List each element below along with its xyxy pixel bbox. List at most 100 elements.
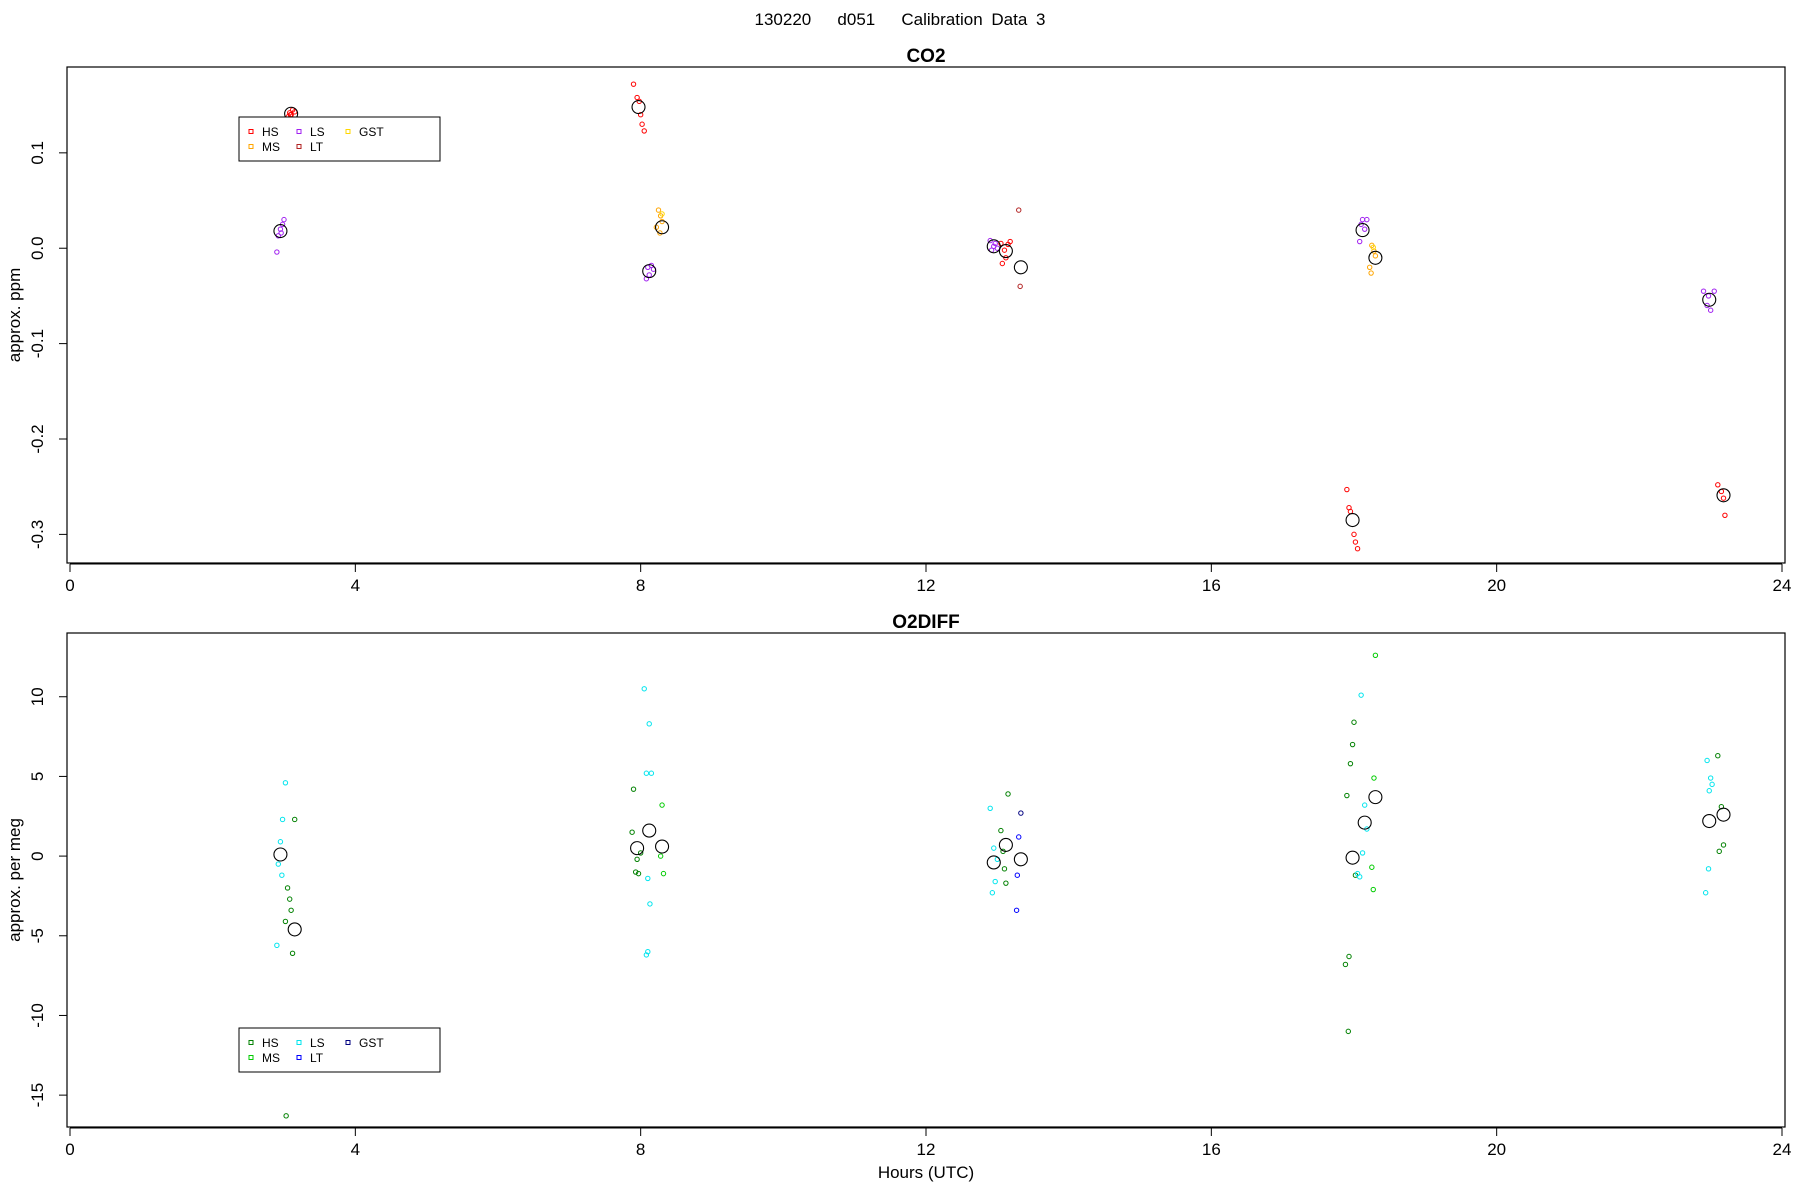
o2diff-point-ls: [1707, 775, 1714, 781]
o2diff-point-ls: [1706, 788, 1712, 794]
o2diff-mean-marker: [1702, 813, 1717, 829]
co2-legend-label-ms: MS: [262, 140, 280, 154]
co2-mean-marker: [986, 239, 1001, 254]
o2diff-point-ls: [643, 770, 650, 776]
co2-mean-marker: [1702, 292, 1717, 307]
o2diff-point-hs: [1349, 741, 1356, 748]
co2-point-hs: [1352, 539, 1359, 545]
o2diff-legend-swatch-gst: [345, 1040, 351, 1045]
o2diff-point-hs: [1347, 760, 1354, 767]
o2diff-point-ls: [279, 816, 286, 823]
o2diff-point-ls: [1362, 802, 1368, 808]
o2diff-point-hs: [1001, 866, 1008, 872]
o2diff-x-tick-label: 24: [1773, 1140, 1792, 1159]
co2-point-ms: [653, 224, 660, 230]
o2diff-point-hs: [1720, 842, 1727, 848]
o2diff-point-hs: [1005, 791, 1011, 797]
o2diff-x-tick-label: 8: [636, 1140, 645, 1159]
co2-legend-swatch-lt: [296, 144, 302, 149]
co2-y-axis-label: approx. ppm: [5, 268, 24, 363]
o2diff-panel-title: O2DIFF: [892, 612, 960, 633]
co2-y-tick-label: -0.1: [28, 329, 47, 358]
co2-mean-marker: [631, 100, 646, 115]
o2diff-point-gst: [1018, 810, 1024, 816]
co2-point-hs: [639, 121, 645, 127]
co2-point-ls: [1362, 226, 1368, 232]
o2diff-point-ls: [1359, 850, 1366, 856]
o2diff-x-axis-label: Hours (UTC): [878, 1163, 974, 1182]
o2diff-point-ls: [646, 721, 652, 727]
o2diff-point-ls: [648, 770, 655, 776]
co2-point-hs: [1001, 247, 1008, 253]
o2diff-y-tick-label: -10: [28, 1003, 47, 1028]
co2-y-tick-label: 0.1: [28, 141, 47, 165]
o2diff-point-hs: [287, 896, 293, 902]
o2diff-y-tick-label: 10: [28, 687, 47, 706]
o2diff-mean-marker: [998, 837, 1013, 852]
o2diff-point-ls: [992, 878, 998, 885]
o2diff-point-hs: [998, 827, 1004, 834]
co2-point-lt: [1016, 207, 1022, 213]
o2diff-point-ls: [1357, 874, 1363, 880]
co2-point-ls: [278, 230, 284, 236]
o2diff-point-hs: [1715, 753, 1721, 759]
o2diff-y-tick-label: 0: [28, 851, 47, 860]
co2-x-tick-label: 8: [636, 576, 645, 595]
o2diff-point-hs: [637, 850, 644, 856]
o2diff-legend-label-gst: GST: [359, 1036, 384, 1050]
co2-point-hs: [998, 240, 1004, 247]
co2-y-tick-label: -0.2: [28, 424, 47, 453]
o2diff-point-ms: [1369, 864, 1375, 870]
co2-point-ms: [1372, 253, 1379, 259]
o2diff-mean-marker: [1013, 852, 1028, 867]
co2-point-ms: [1366, 264, 1373, 271]
co2-x-tick-label: 4: [351, 576, 360, 595]
o2diff-legend-swatch-lt: [296, 1055, 302, 1060]
o2diff-point-hs: [284, 885, 291, 891]
o2diff-point-hs: [1344, 792, 1350, 799]
co2-x-tick-label: 20: [1487, 576, 1506, 595]
o2diff-legend-swatch-ms: [248, 1055, 254, 1060]
co2-point-gst: [1370, 244, 1376, 250]
co2-y-tick-label: 0.0: [28, 236, 47, 260]
co2-point-ls: [1711, 288, 1717, 294]
o2diff-point-ls: [645, 949, 651, 955]
o2diff-point-hs: [282, 918, 289, 925]
o2diff-point-hs: [629, 829, 635, 835]
co2-mean-marker: [1368, 250, 1383, 265]
o2diff-x-tick-label: 4: [351, 1140, 360, 1159]
o2diff-point-hs: [634, 856, 640, 862]
o2diff-legend-label-ls: LS: [310, 1036, 325, 1050]
co2-point-hs: [1354, 545, 1361, 552]
o2diff-point-ls: [282, 780, 289, 786]
o2diff-point-ls: [274, 942, 280, 949]
o2diff-plot-frame: [66, 632, 1786, 1128]
co2-point-hs: [1351, 531, 1357, 538]
o2diff-legend-label-ms: MS: [262, 1051, 280, 1065]
co2-legend-swatch-hs: [248, 129, 254, 134]
o2diff-point-hs: [630, 786, 637, 792]
co2-point-ls: [1357, 238, 1363, 245]
o2diff-y-tick-label: -15: [28, 1083, 47, 1108]
o2diff-point-ls: [275, 861, 281, 867]
co2-legend-label-gst: GST: [359, 125, 384, 139]
co2-point-ls: [987, 237, 993, 244]
o2diff-point-ms: [1370, 886, 1376, 893]
o2diff-point-ls: [1704, 757, 1710, 764]
o2diff-point-hs: [1716, 848, 1722, 855]
co2-mean-marker: [1355, 223, 1370, 238]
co2-legend-swatch-gst: [345, 129, 351, 134]
co2-point-hs: [637, 111, 644, 118]
co2-x-tick-label: 0: [65, 576, 74, 595]
o2diff-point-hs: [289, 950, 296, 957]
co2-legend-swatch-ls: [296, 129, 302, 134]
o2diff-point-ms: [1372, 652, 1379, 659]
figure-title: 130220 d051 Calibration Data 3: [754, 10, 1046, 29]
o2diff-point-ms: [657, 853, 664, 859]
o2diff-mean-marker: [630, 841, 645, 856]
o2diff-point-ls: [279, 872, 285, 878]
o2diff-mean-marker: [287, 922, 302, 937]
o2diff-point-hs: [1346, 953, 1352, 960]
